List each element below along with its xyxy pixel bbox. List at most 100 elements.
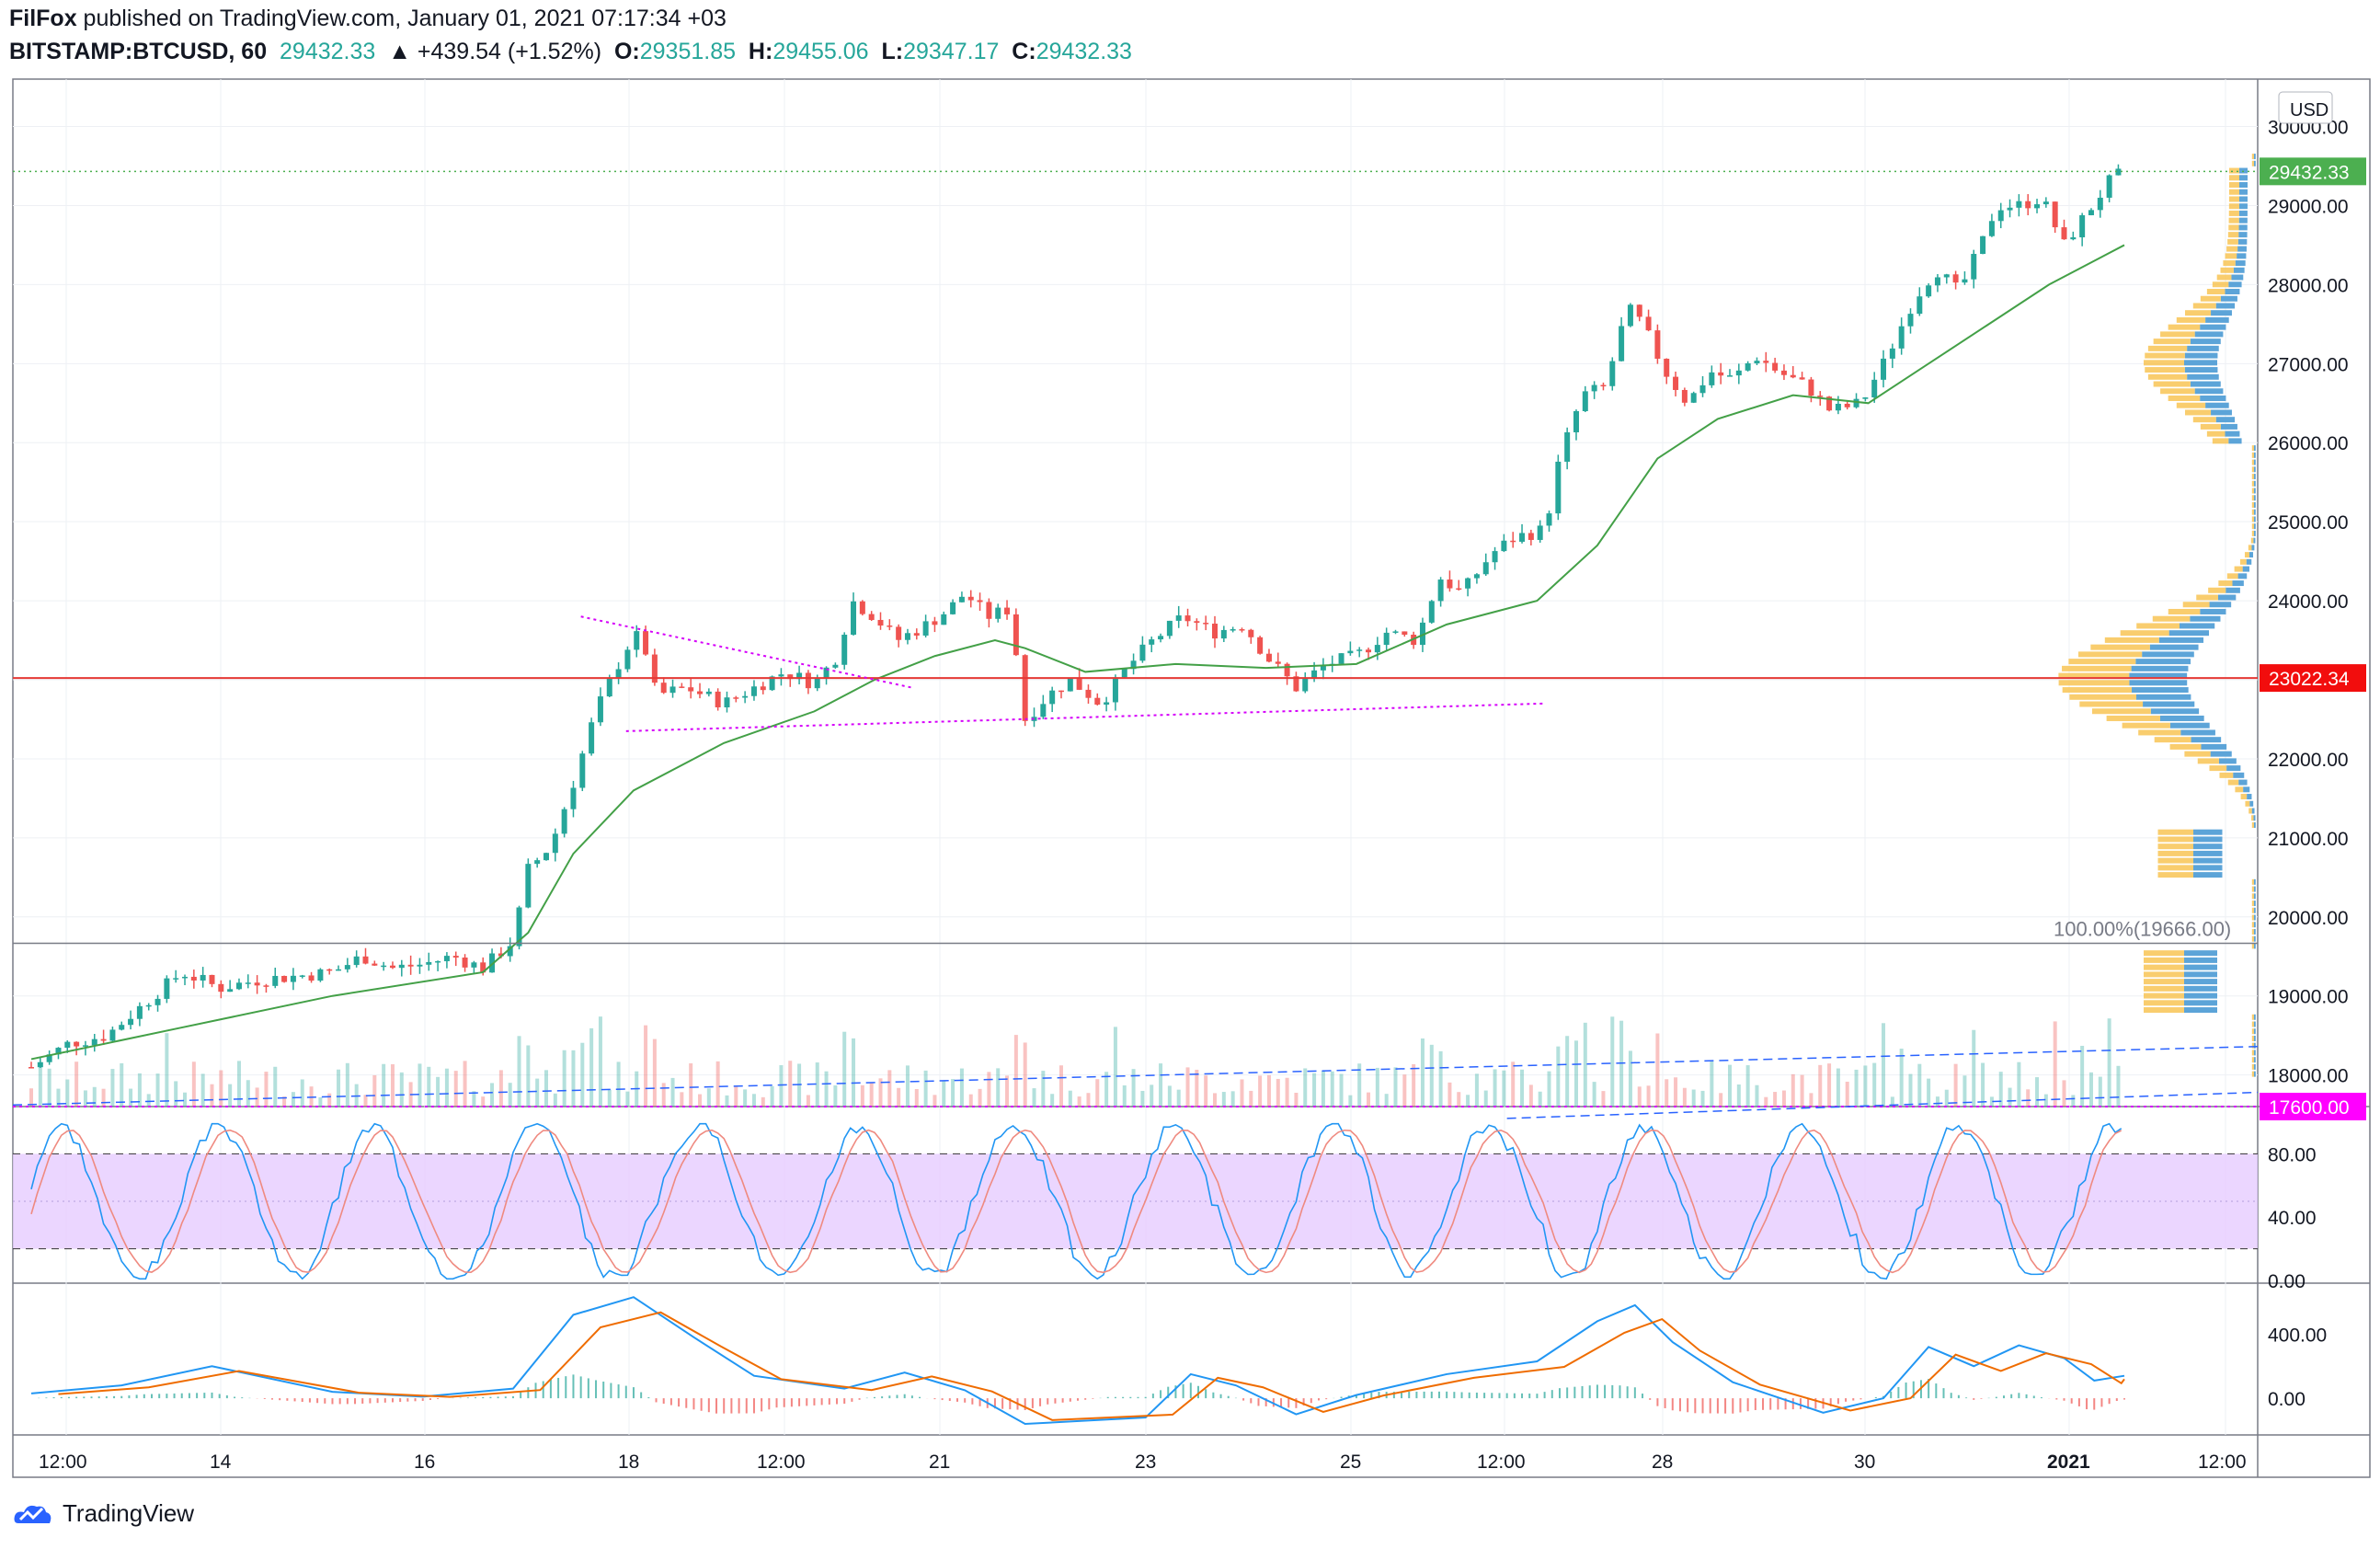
candle-body [1473,574,1480,579]
candle-body [543,853,549,861]
volume-bar [2116,1065,2121,1107]
volume-bar [1890,1096,1894,1107]
open-value: 29351.85 [639,39,737,64]
volume-bar [517,1036,521,1107]
volume-profile-bar [2238,779,2248,786]
volume-profile-bar [2254,530,2256,536]
volume-bar [1068,1090,1072,1107]
volume-bar [806,1095,810,1107]
price-change: ▲ +439.54 (+1.52%) [388,39,602,64]
volume-profile-bar [2184,1007,2217,1014]
tradingview-logo[interactable]: TradingView [13,1499,194,1528]
volume-profile-bar [2228,224,2239,231]
candle-body [1203,623,1209,625]
candle-body [381,965,387,968]
volume-bar [129,1088,133,1107]
volume-bar [860,1084,864,1107]
fib-level-label: 100.00%(19666.00) [2054,917,2231,940]
candle-body [1862,397,1869,399]
candle-body [1139,644,1146,661]
volume-profile-bar [2251,452,2254,458]
volume-bar [951,1079,955,1107]
volume-bar [1412,1063,1416,1107]
price-tick: 29000.00 [2268,196,2349,217]
volume-profile-bar [2091,708,2151,715]
candle-body [796,672,803,680]
volume-bar [670,1077,675,1107]
volume-profile-bar [2144,957,2184,963]
low-label: L: [881,39,904,64]
candle-body [1564,432,1571,462]
trendline-lower [625,702,1545,732]
volume-bar [183,1092,188,1107]
candle-body [389,965,395,969]
volume-profile-bar [2234,566,2243,572]
candle-body [1383,632,1390,646]
candle-body [552,833,558,854]
candle-body [1735,370,1742,376]
volume-bar [110,1069,115,1107]
candle-body [46,1054,52,1062]
volume-bar [616,1061,621,1107]
volume-bar [1294,1093,1299,1107]
candle-body [435,960,441,963]
volume-profile-bar [2238,175,2248,181]
author-name[interactable]: FilFox [9,6,77,31]
volume-profile-bar [2160,331,2195,338]
candle-body [443,956,450,961]
volume-bar [56,1088,61,1107]
volume-profile-bar [2159,715,2204,721]
symbol-name[interactable]: BITSTAMP:BTCUSD, 60 [9,39,268,64]
volume-bar [1032,1088,1036,1107]
candle-body [1085,689,1092,698]
volume-profile-bar [2226,587,2240,593]
volume-profile-bar [2090,644,2150,650]
volume-bar [345,1062,349,1107]
volume-bar [1447,1082,1452,1107]
volume-bar [1023,1042,1027,1107]
volume-profile-bar [2254,1042,2256,1049]
volume-profile-bar [2149,644,2199,650]
candle-body [1130,660,1137,670]
volume-profile-bar [2069,694,2136,700]
candle-body [868,614,875,620]
volume-bar [1872,1062,1877,1107]
volume-profile-bar [2136,623,2180,629]
signal-line [58,1311,2125,1421]
candle-body [480,962,486,973]
candle-body [299,975,305,977]
volume-profile-bar [2157,836,2193,843]
time-tick: 12:00 [39,1451,87,1473]
candle-body [1366,649,1372,653]
candle-body [1754,361,1760,363]
candle-body [1988,221,1995,236]
candle-body [1690,393,1697,403]
candle-body [525,864,532,908]
volume-profile-bar [2254,1071,2256,1077]
volume-bar [1005,1075,1010,1107]
volume-profile-bar [2254,523,2256,530]
support-price-label-bg [2260,1093,2366,1120]
volume-profile-bar [2254,893,2256,900]
volume-profile-bar [2251,907,2254,913]
candle-body [91,1038,97,1046]
volume-profile-bar [2226,246,2238,252]
volume-bar [1646,1085,1651,1107]
candle-body [688,687,694,692]
price-tick: 27000.00 [2268,354,2349,375]
candle-body [308,975,315,981]
candle-body [1302,678,1309,692]
volume-profile-bar [2254,474,2256,480]
volume-profile-bar [2251,821,2254,828]
candle-body [1374,645,1380,653]
volume-bar [219,1070,223,1107]
close-value: 29432.33 [1036,39,1132,64]
volume-profile-bar [2129,672,2188,679]
candle-body [1465,578,1471,589]
candle-body [769,676,775,691]
volume-bar [1836,1068,1840,1107]
volume-bar [427,1066,431,1107]
volume-profile-bar [2254,452,2256,458]
volume-bar [1221,1092,1226,1107]
